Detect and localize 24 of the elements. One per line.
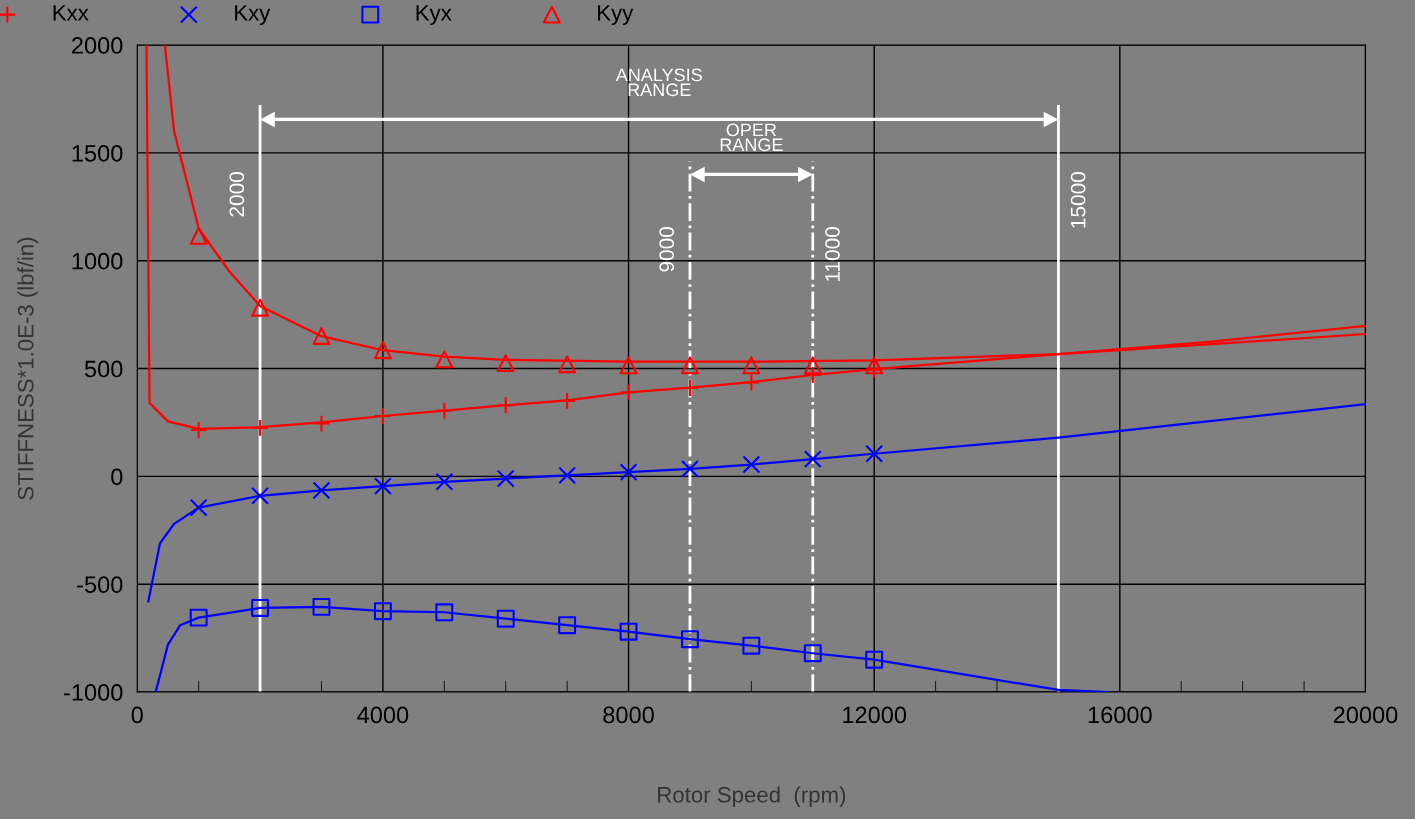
y-tick-label: -1000 <box>64 684 123 701</box>
x-tick-label: 12000 <box>843 706 907 724</box>
y-tick-label: 1000 <box>72 252 123 270</box>
ref-line-label: 2000 <box>229 172 245 217</box>
legend-label: Kyx <box>416 5 452 26</box>
ref-line-label: 15000 <box>1070 172 1086 228</box>
legend-label: Kxx <box>53 5 89 21</box>
y-tick-label: 500 <box>84 360 123 378</box>
y-tick-label: 1500 <box>72 144 123 162</box>
legend-label: Kxy <box>235 5 271 26</box>
y-tick-label: 2000 <box>72 37 123 54</box>
legend-label: Kyy <box>598 5 634 26</box>
x-tick-label: 8000 <box>603 706 654 724</box>
y-tick-label: -500 <box>77 576 123 594</box>
annotation: OPER RANGE <box>720 123 783 152</box>
x-tick-label: 20000 <box>1333 706 1398 724</box>
y-tick-label: 0 <box>111 468 123 486</box>
y-axis-title: STIFFNESS*1.0E-3 (lbf/in) <box>17 237 38 500</box>
x-tick-label: 16000 <box>1088 706 1152 724</box>
x-tick-label: 0 <box>131 706 143 724</box>
x-axis-title: Rotor Speed (rpm) <box>658 786 846 807</box>
x-tick-label: 4000 <box>357 706 409 724</box>
ref-line-label: 11000 <box>825 227 840 282</box>
ref-line-label: 9000 <box>659 227 675 272</box>
